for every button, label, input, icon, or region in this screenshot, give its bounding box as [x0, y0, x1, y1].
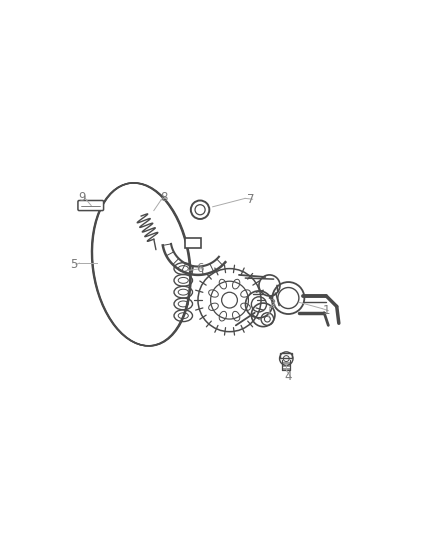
FancyBboxPatch shape — [280, 353, 292, 358]
FancyBboxPatch shape — [78, 200, 103, 211]
Text: 5: 5 — [70, 258, 78, 271]
Text: 6: 6 — [196, 262, 204, 275]
Text: 3: 3 — [268, 298, 275, 311]
Text: 1: 1 — [322, 304, 330, 317]
Text: 9: 9 — [78, 191, 86, 204]
Text: 4: 4 — [285, 370, 292, 383]
Text: 8: 8 — [161, 191, 168, 204]
Text: 7: 7 — [247, 193, 254, 206]
FancyBboxPatch shape — [185, 238, 201, 247]
